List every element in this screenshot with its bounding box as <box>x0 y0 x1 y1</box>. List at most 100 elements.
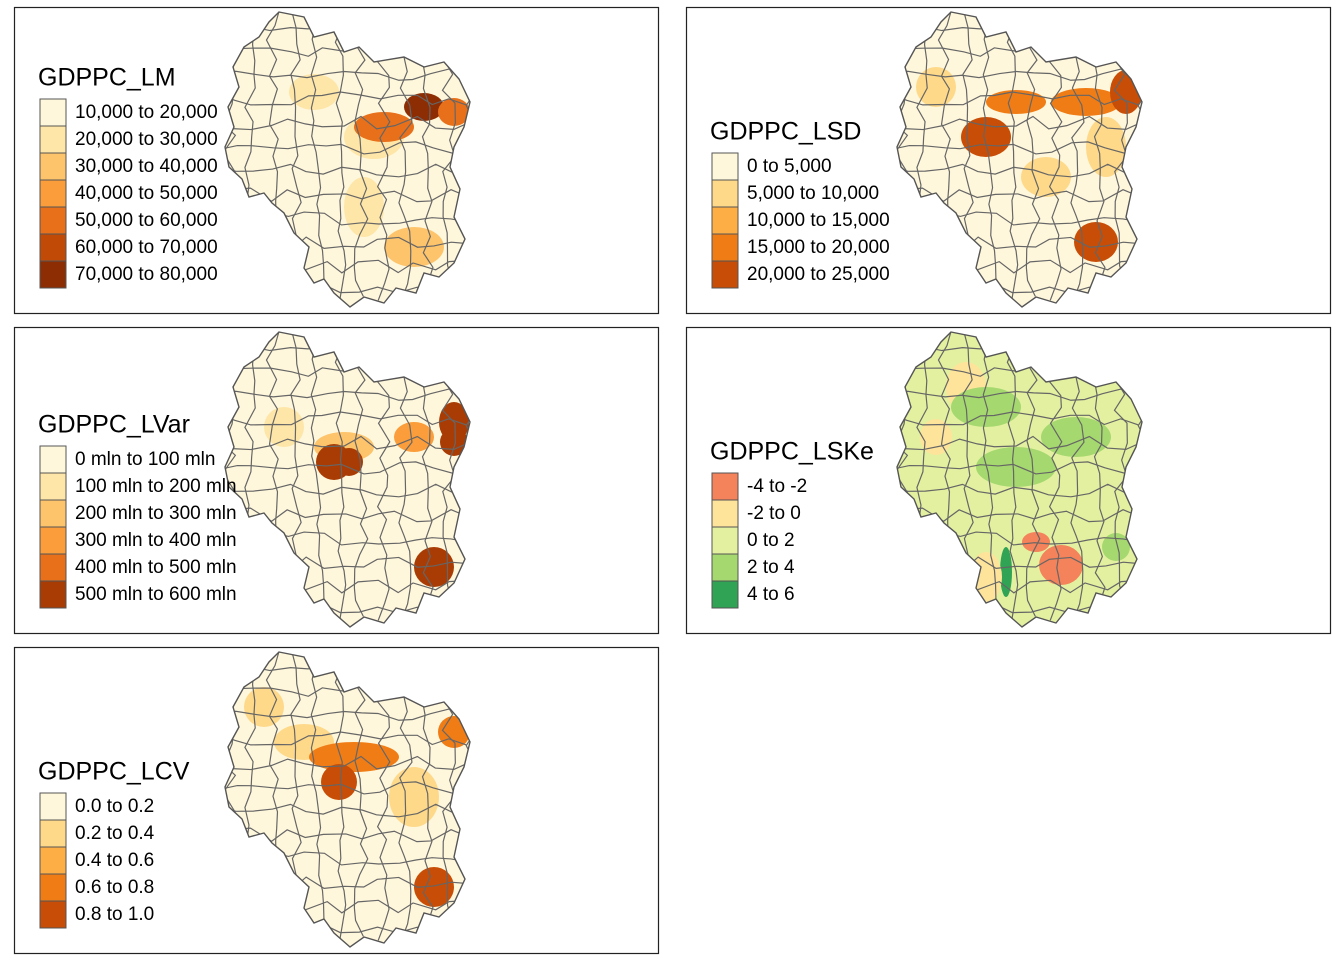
county-boundary <box>353 652 369 937</box>
county-boundary <box>897 187 1140 203</box>
county-boundary <box>1006 332 1019 619</box>
region-highlight <box>1086 117 1126 177</box>
legend-swatch <box>711 472 739 501</box>
county-boundary <box>398 332 413 620</box>
county-boundary <box>334 652 347 939</box>
region-highlight <box>344 177 384 237</box>
map-panel: GDPPC_LVar 0 mln to 100 mln 100 mln to 200… <box>13 326 660 635</box>
county-boundary <box>1025 12 1041 297</box>
legend-label: 0.8 to 1.0 <box>75 904 154 925</box>
legend-swatch <box>39 580 67 609</box>
legend-swatch <box>711 553 739 582</box>
legend-swatch <box>711 260 739 289</box>
county-boundary <box>225 827 468 843</box>
legend-label: 5,000 to 10,000 <box>747 183 879 204</box>
map-panel: GDPPC_LCV 0.0 to 0.2 0.2 to 0.4 0.4 to 0.6 0… <box>13 646 660 955</box>
region-border <box>224 11 471 308</box>
legend-label: 20,000 to 25,000 <box>747 264 890 285</box>
region-highlight <box>976 447 1056 487</box>
region-highlight <box>394 422 434 452</box>
county-boundary <box>1070 332 1085 620</box>
region-highlight <box>309 742 399 772</box>
legend-swatch <box>39 499 67 528</box>
region-border <box>896 11 1143 308</box>
legend-swatch <box>39 553 67 582</box>
region-highlight <box>1102 533 1130 561</box>
legend-label: -2 to 0 <box>747 503 801 524</box>
map-panel: GDPPC_LSD 0 to 5,000 5,000 to 10,000 10,000… <box>685 6 1332 315</box>
county-boundary <box>897 507 1140 523</box>
county-boundary <box>353 12 369 297</box>
region-outline <box>225 652 470 947</box>
region-highlight <box>264 407 304 447</box>
legend-label: 30,000 to 40,000 <box>75 156 218 177</box>
legend-label: 20,000 to 30,000 <box>75 129 218 150</box>
region-highlight <box>404 93 444 121</box>
county-boundary <box>225 187 468 203</box>
region-border <box>224 651 471 948</box>
legend-title: GDPPC_LSD <box>710 118 861 146</box>
legend-label: 0.6 to 0.8 <box>75 877 154 898</box>
region-highlight <box>414 867 454 907</box>
county-boundary <box>310 12 325 298</box>
legend-swatch <box>39 260 67 289</box>
legend-label: 200 mln to 300 mln <box>75 503 237 524</box>
legend-swatch <box>711 206 739 235</box>
legend-swatch <box>711 526 739 555</box>
region-border <box>896 331 1143 628</box>
legend-swatch <box>39 179 67 208</box>
legend-swatch <box>711 152 739 181</box>
legend-label: 10,000 to 15,000 <box>747 210 890 231</box>
county-boundary <box>982 332 997 618</box>
legend-swatch <box>39 233 67 262</box>
region-highlight <box>1051 88 1121 116</box>
region-highlight <box>384 227 444 267</box>
legend-label: 0 to 5,000 <box>747 156 832 177</box>
county-boundary <box>334 332 347 619</box>
county-boundary <box>334 12 347 299</box>
legend-swatch <box>39 526 67 555</box>
legend-swatch <box>711 179 739 208</box>
legend-swatch <box>39 900 67 929</box>
region-outline <box>225 332 470 627</box>
county-boundary <box>1070 12 1085 300</box>
legend-swatch <box>711 580 739 609</box>
legend-swatch <box>39 445 67 474</box>
legend-label: 70,000 to 80,000 <box>75 264 218 285</box>
map-panel: GDPPC_LSKe -4 to -2 -2 to 0 0 to 2 2 to 4 4 t… <box>685 326 1332 635</box>
legend-label: 300 mln to 400 mln <box>75 530 237 551</box>
regions <box>225 12 470 301</box>
region-highlight <box>414 547 454 587</box>
region-highlight <box>438 98 470 126</box>
region-highlight <box>289 74 339 110</box>
county-boundary <box>398 652 413 940</box>
legend-label: 0.2 to 0.4 <box>75 823 155 844</box>
legend-swatch <box>39 873 67 902</box>
region-highlight <box>1021 157 1071 197</box>
region-highlight <box>1074 222 1118 262</box>
legend-label: 15,000 to 20,000 <box>747 237 890 258</box>
legend-label: 10,000 to 20,000 <box>75 102 218 123</box>
legend-swatch <box>39 472 67 501</box>
legend-swatch <box>39 792 67 821</box>
region-highlight <box>951 387 1021 427</box>
legend-swatch <box>39 152 67 181</box>
county-boundary <box>398 12 413 300</box>
legend-title: GDPPC_LCV <box>38 758 190 786</box>
legend-label: 40,000 to 50,000 <box>75 183 218 204</box>
county-boundary <box>1025 332 1041 617</box>
legend-swatch <box>39 125 67 154</box>
legend-label: 100 mln to 200 mln <box>75 476 237 497</box>
region-highlight <box>389 767 439 827</box>
legend-swatch <box>711 233 739 262</box>
legend-swatch <box>711 499 739 528</box>
legend-label: 2 to 4 <box>747 557 795 578</box>
county-boundary <box>353 332 369 617</box>
legend-label: 0.0 to 0.2 <box>75 796 154 817</box>
legend-swatch <box>39 846 67 875</box>
region-border <box>224 331 471 628</box>
legend-label: -4 to -2 <box>747 476 807 497</box>
legend-label: 500 mln to 600 mln <box>75 584 237 605</box>
